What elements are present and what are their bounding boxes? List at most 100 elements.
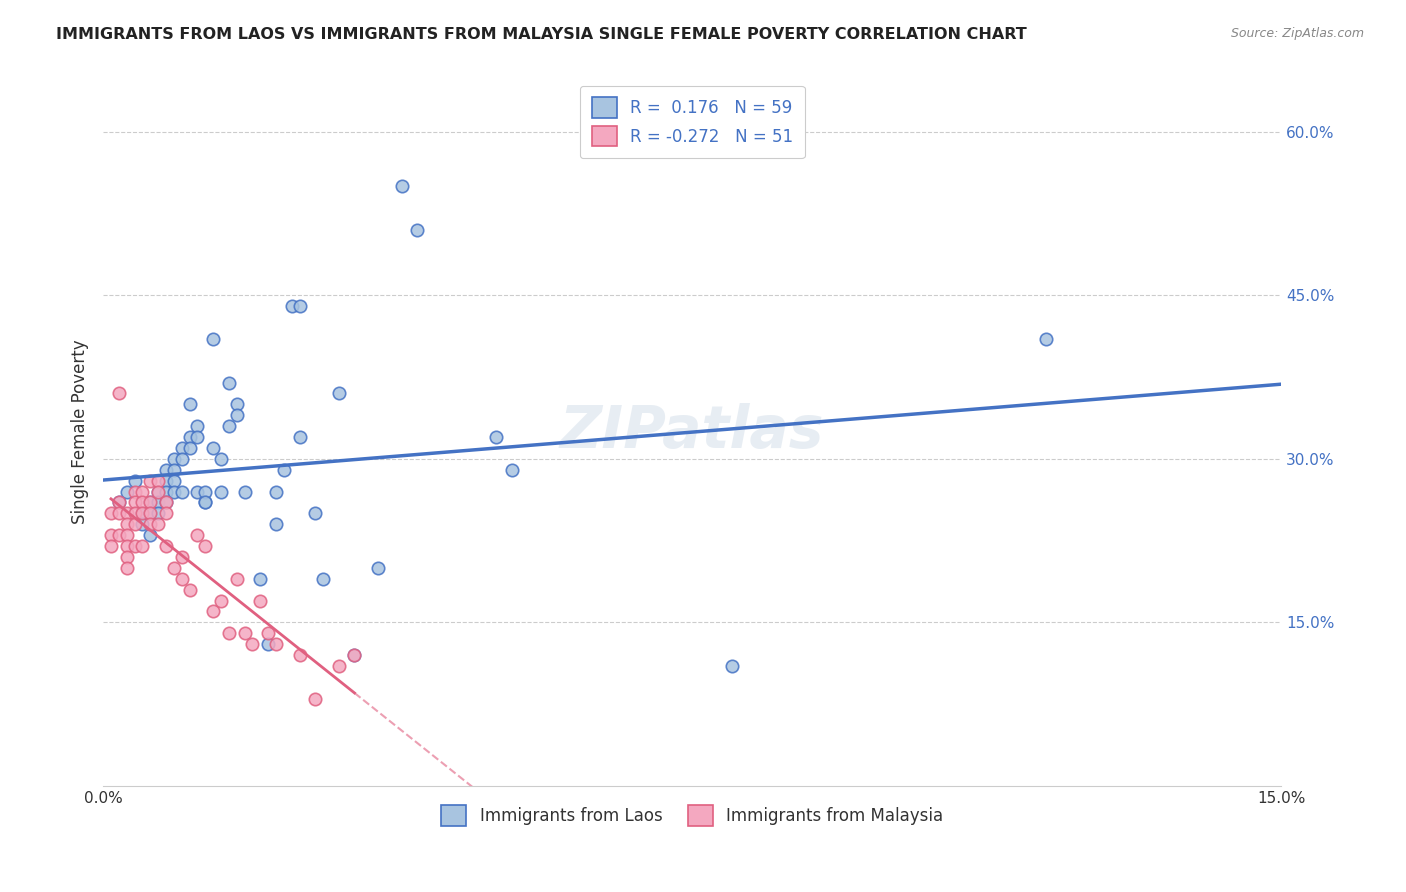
Point — [146, 474, 169, 488]
Point — [124, 484, 146, 499]
Legend: Immigrants from Laos, Immigrants from Malaysia: Immigrants from Laos, Immigrants from Ma… — [433, 797, 952, 834]
Point — [233, 626, 256, 640]
Point — [115, 484, 138, 499]
Point — [124, 495, 146, 509]
Point — [218, 419, 240, 434]
Point — [115, 517, 138, 532]
Point — [170, 451, 193, 466]
Point — [124, 517, 146, 532]
Point — [406, 223, 429, 237]
Point — [209, 593, 232, 607]
Point — [155, 506, 177, 520]
Point — [218, 626, 240, 640]
Point — [108, 386, 131, 401]
Point — [304, 506, 326, 520]
Point — [280, 299, 302, 313]
Point — [328, 386, 350, 401]
Point — [115, 549, 138, 564]
Point — [163, 474, 186, 488]
Point — [240, 637, 263, 651]
Point — [115, 506, 138, 520]
Point — [115, 539, 138, 553]
Point — [209, 484, 232, 499]
Point — [163, 561, 186, 575]
Y-axis label: Single Female Poverty: Single Female Poverty — [72, 339, 89, 524]
Point — [139, 506, 162, 520]
Point — [124, 506, 146, 520]
Point — [343, 648, 366, 662]
Point — [139, 495, 162, 509]
Point — [131, 517, 153, 532]
Point — [108, 495, 131, 509]
Point — [108, 506, 131, 520]
Point — [225, 409, 247, 423]
Point — [146, 495, 169, 509]
Point — [155, 484, 177, 499]
Point — [343, 648, 366, 662]
Point — [288, 430, 311, 444]
Point — [131, 484, 153, 499]
Point — [249, 572, 271, 586]
Point — [202, 604, 225, 618]
Point — [501, 463, 523, 477]
Point — [146, 484, 169, 499]
Point — [179, 397, 201, 411]
Point — [163, 484, 186, 499]
Point — [391, 179, 413, 194]
Point — [194, 495, 217, 509]
Point — [257, 637, 280, 651]
Text: Source: ZipAtlas.com: Source: ZipAtlas.com — [1230, 27, 1364, 40]
Point — [209, 451, 232, 466]
Point — [146, 484, 169, 499]
Point — [146, 506, 169, 520]
Point — [202, 332, 225, 346]
Point — [108, 495, 131, 509]
Point — [139, 474, 162, 488]
Point — [170, 441, 193, 455]
Point — [312, 572, 335, 586]
Point — [139, 517, 162, 532]
Point — [179, 430, 201, 444]
Point — [233, 484, 256, 499]
Point — [131, 539, 153, 553]
Point — [194, 539, 217, 553]
Point — [139, 528, 162, 542]
Point — [186, 528, 208, 542]
Point — [179, 441, 201, 455]
Point — [720, 659, 742, 673]
Point — [264, 517, 287, 532]
Point — [202, 441, 225, 455]
Point — [264, 637, 287, 651]
Point — [170, 484, 193, 499]
Point — [163, 451, 186, 466]
Point — [100, 528, 122, 542]
Point — [367, 561, 389, 575]
Point — [218, 376, 240, 390]
Point — [139, 495, 162, 509]
Point — [170, 549, 193, 564]
Text: IMMIGRANTS FROM LAOS VS IMMIGRANTS FROM MALAYSIA SINGLE FEMALE POVERTY CORRELATI: IMMIGRANTS FROM LAOS VS IMMIGRANTS FROM … — [56, 27, 1026, 42]
Point — [155, 463, 177, 477]
Point — [124, 474, 146, 488]
Point — [155, 539, 177, 553]
Point — [170, 572, 193, 586]
Point — [225, 397, 247, 411]
Point — [328, 659, 350, 673]
Point — [131, 495, 153, 509]
Point — [485, 430, 508, 444]
Point — [194, 484, 217, 499]
Point — [273, 463, 295, 477]
Point — [100, 539, 122, 553]
Point — [288, 648, 311, 662]
Point — [186, 419, 208, 434]
Point — [186, 430, 208, 444]
Point — [1035, 332, 1057, 346]
Point — [146, 517, 169, 532]
Point — [225, 572, 247, 586]
Point — [249, 593, 271, 607]
Point — [100, 506, 122, 520]
Point — [155, 474, 177, 488]
Point — [257, 626, 280, 640]
Point — [139, 506, 162, 520]
Point — [186, 484, 208, 499]
